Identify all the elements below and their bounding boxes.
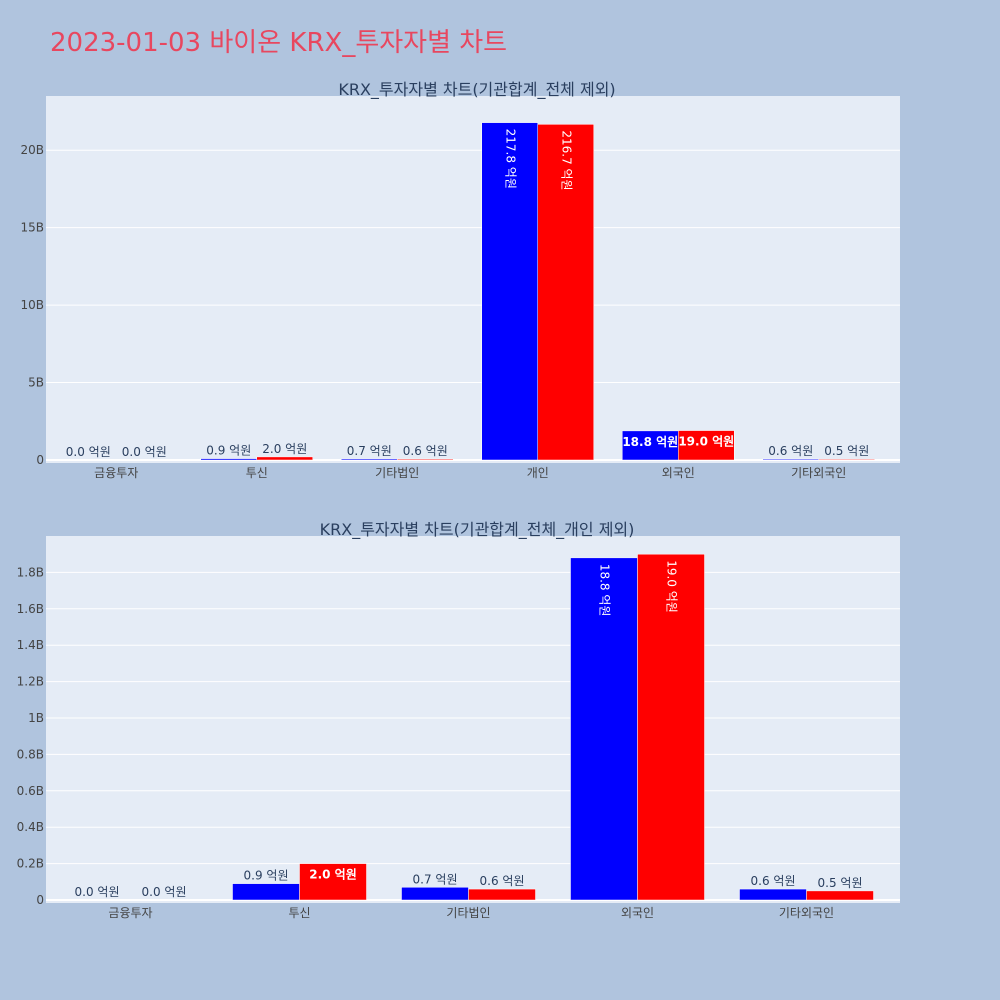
- data-label: 18.8 억원: [598, 564, 612, 617]
- y-tick-label: 0.6B: [17, 784, 44, 798]
- page-title: 2023-01-03 바이온 KRX_투자자별 차트: [50, 28, 508, 58]
- chart-1: 0 5B 10B 15B 20B KRX_투자자별 차트(기관합계_전체 제외) 금융투자 0…: [20, 80, 900, 480]
- y-tick-label: 1B: [28, 711, 44, 725]
- data-label: 0.9 억원: [206, 444, 251, 458]
- data-label: 19.0 억원: [678, 435, 734, 449]
- bar: [637, 553, 705, 901]
- bar: [299, 863, 367, 901]
- bar: [200, 458, 257, 461]
- y-tick-label: 1.4B: [17, 638, 44, 652]
- bar: [678, 430, 735, 461]
- x-tick-label: 투신: [246, 466, 268, 480]
- data-label: 18.8 억원: [622, 435, 678, 449]
- bar: [762, 458, 819, 461]
- data-label: 0.0 억원: [142, 885, 187, 899]
- data-label: 217.8 억원: [503, 129, 517, 189]
- data-label: 0.0 억원: [75, 885, 120, 899]
- data-label: 0.6 억원: [480, 874, 525, 888]
- x-tick-label: 기타법인: [375, 466, 419, 480]
- y-tick-label: 1.6B: [17, 602, 44, 616]
- bar: [401, 887, 469, 901]
- data-label: 2.0 억원: [309, 868, 357, 882]
- x-tick-label: 외국인: [662, 466, 695, 480]
- bar: [232, 883, 300, 901]
- data-label: 0.9 억원: [244, 869, 289, 883]
- data-label: 0.6 억원: [768, 444, 813, 458]
- data-label: 0.7 억원: [413, 872, 458, 886]
- bar: [341, 458, 398, 461]
- bar: [481, 122, 538, 461]
- data-label: 2.0 억원: [262, 442, 307, 456]
- plot-area: [46, 96, 900, 463]
- y-tick-label: 10B: [20, 298, 44, 312]
- data-label: 0.0 억원: [66, 445, 111, 459]
- data-label: 0.5 억원: [818, 876, 863, 890]
- bar: [397, 458, 454, 461]
- x-tick-label: 투신: [288, 906, 310, 920]
- bar: [537, 124, 594, 461]
- bar: [818, 458, 875, 461]
- x-tick-label: 외국인: [621, 906, 654, 920]
- data-label: 0.7 억원: [347, 444, 392, 458]
- data-label: 0.5 억원: [824, 444, 869, 458]
- x-tick-label: 개인: [527, 466, 549, 480]
- y-tick-label: 0.2B: [17, 857, 44, 871]
- x-tick-label: 기타외국인: [791, 466, 846, 480]
- y-tick-label: 15B: [20, 221, 44, 235]
- chart-title: KRX_투자자별 차트(기관합계_전체_개인 제외): [320, 520, 635, 540]
- data-label: 0.0 억원: [122, 445, 167, 459]
- plot-area: [46, 536, 900, 903]
- x-tick-label: 기타법인: [446, 906, 490, 920]
- chart-title: KRX_투자자별 차트(기관합계_전체 제외): [338, 80, 615, 100]
- y-tick-label: 1.8B: [17, 565, 44, 579]
- y-tick-label: 5B: [28, 376, 44, 390]
- x-tick-label: 기타외국인: [779, 906, 834, 920]
- y-tick-label: 0.8B: [17, 747, 44, 761]
- bar: [468, 888, 536, 901]
- y-tick-label: 1.2B: [17, 675, 44, 689]
- bar: [739, 888, 807, 901]
- bar: [256, 456, 313, 461]
- data-label: 216.7 억원: [559, 130, 573, 190]
- bar: [806, 890, 874, 901]
- data-label: 0.6 억원: [403, 444, 448, 458]
- data-label: 19.0 억원: [665, 560, 679, 613]
- bar: [570, 557, 638, 901]
- x-tick-label: 금융투자: [94, 466, 138, 480]
- data-label: 0.6 억원: [751, 874, 796, 888]
- y-tick-label: 0.4B: [17, 820, 44, 834]
- x-tick-label: 금융투자: [108, 906, 152, 920]
- y-tick-label: 0: [36, 893, 44, 907]
- chart-2: 0 0.2B 0.4B 0.6B 0.8B 1B 1.2B 1.4B 1.6B 1.8B KRX_투…: [17, 520, 900, 920]
- y-tick-label: 0: [36, 453, 44, 467]
- y-tick-label: 20B: [20, 143, 44, 157]
